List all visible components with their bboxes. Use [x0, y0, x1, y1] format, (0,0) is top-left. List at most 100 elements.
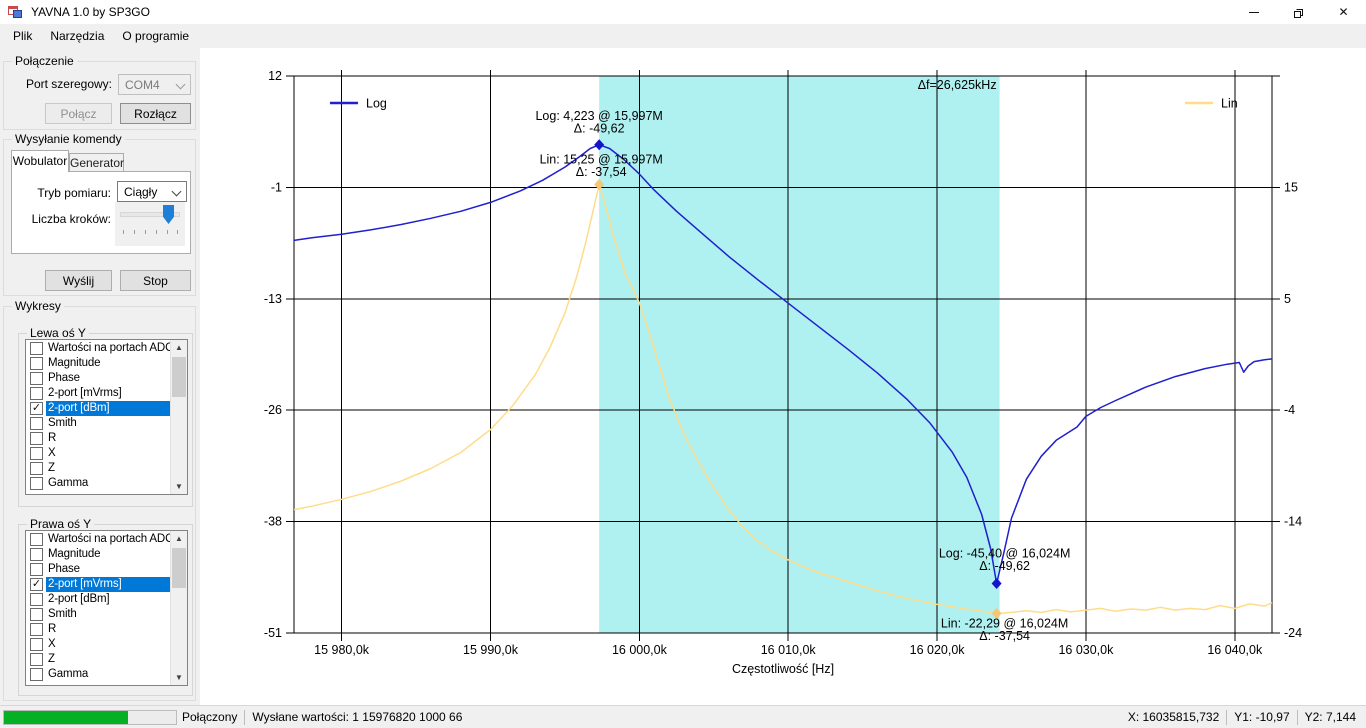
measure-mode-label: Tryb pomiaru: [37, 186, 111, 200]
list-item[interactable]: Phase [26, 562, 171, 577]
list-item[interactable]: 2-port [dBm] [26, 592, 171, 607]
checkbox[interactable] [30, 653, 43, 666]
checkbox[interactable] [30, 608, 43, 621]
list-item-label: Smith [48, 608, 77, 620]
scroll-down-icon[interactable]: ▼ [175, 673, 183, 682]
checkbox[interactable] [30, 638, 43, 651]
annotation: Lin: -22,29 @ 16,024M [941, 616, 1068, 630]
tab-wobulator[interactable]: Wobulator [11, 150, 69, 172]
measure-mode-select[interactable]: Ciągły [117, 181, 187, 202]
left-axis-tick-label: -26 [264, 403, 282, 417]
checkbox[interactable] [30, 387, 43, 400]
slider-track[interactable] [120, 212, 180, 217]
right-axis-listbox[interactable]: Wartości na portach ADC Magnitude Phase ✓ 2-… [25, 530, 188, 686]
list-item[interactable]: Gamma [26, 476, 171, 491]
checkbox[interactable] [30, 477, 43, 490]
x-tick-label: 16 040,0k [1207, 643, 1263, 657]
checkbox[interactable] [30, 593, 43, 606]
checkbox[interactable]: ✓ [30, 578, 43, 591]
scrollbar[interactable]: ▲ ▼ [170, 531, 187, 685]
right-axis-tick-label: -4 [1284, 403, 1295, 417]
list-item[interactable]: Wartości na portach ADC [26, 532, 171, 547]
checkbox[interactable] [30, 462, 43, 475]
steps-label: Liczba kroków: [31, 212, 111, 226]
status-bar: Połączony Wysłane wartości: 1 15976820 1… [0, 705, 1366, 728]
left-axis-listbox[interactable]: Wartości na portach ADC Magnitude Phase 2-p… [25, 339, 188, 495]
checkbox[interactable] [30, 623, 43, 636]
slider-thumb[interactable] [163, 205, 174, 224]
scroll-up-icon[interactable]: ▲ [175, 534, 183, 543]
chart-svg: 15 980,0k 15 990,0k 16 000,0k 16 010,0k 16 0… [264, 69, 1302, 676]
list-item[interactable]: Gamma [26, 667, 171, 682]
checkbox[interactable] [30, 563, 43, 576]
x-tick-label: 16 020,0k [910, 643, 966, 657]
list-item[interactable]: 2-port [mVrms] [26, 386, 171, 401]
stop-button[interactable]: Stop [120, 270, 191, 291]
close-button[interactable]: ✕ [1321, 0, 1366, 24]
list-item[interactable]: Phase [26, 371, 171, 386]
checkbox[interactable] [30, 432, 43, 445]
connect-button[interactable]: Połącz [45, 103, 112, 124]
list-item[interactable]: X [26, 446, 171, 461]
right-axis-group-label: Prawa oś Y [27, 517, 95, 531]
scrollbar-thumb[interactable] [172, 548, 186, 588]
minimize-icon [1248, 11, 1259, 13]
scrollbar[interactable]: ▲ ▼ [170, 340, 187, 494]
list-item-label: X [48, 638, 56, 650]
chart-panel: 15 980,0k 15 990,0k 16 000,0k 16 010,0k 16 0… [200, 48, 1366, 705]
list-item[interactable]: Z [26, 652, 171, 667]
command-group: Wysyłanie komendy Wobulator Generator Tr… [3, 132, 196, 296]
list-item[interactable]: Smith [26, 607, 171, 622]
list-item-label: 2-port [mVrms] [46, 577, 171, 592]
checkbox[interactable] [30, 342, 43, 355]
list-item[interactable]: Magnitude [26, 356, 171, 371]
checkbox[interactable] [30, 447, 43, 460]
list-item[interactable]: Magnitude [26, 547, 171, 562]
series-lin [293, 183, 1273, 615]
steps-slider[interactable] [115, 202, 185, 246]
connection-group: Połączenie Port szeregowy: COM4 Połącz R… [3, 54, 196, 130]
serial-port-value: COM4 [125, 78, 160, 92]
checkbox[interactable] [30, 357, 43, 370]
progress-fill [4, 711, 128, 724]
menu-narzedzia[interactable]: Narzędzia [50, 29, 105, 43]
disconnect-button[interactable]: Rozłącz [120, 103, 191, 124]
checkbox[interactable] [30, 548, 43, 561]
x-axis-title: Częstotliwość [Hz] [732, 662, 834, 676]
measure-mode-value: Ciągły [124, 185, 158, 199]
scroll-up-icon[interactable]: ▲ [175, 343, 183, 352]
legend-label-lin: Lin [1221, 97, 1238, 111]
serial-port-select[interactable]: COM4 [118, 74, 191, 95]
annotation: Δf=26,625kHz [918, 78, 997, 92]
restore-button[interactable] [1276, 0, 1321, 24]
annotation: Lin: 15,25 @ 15,997M [540, 153, 663, 167]
checkbox[interactable] [30, 372, 43, 385]
annotation: Log: -45,40 @ 16,024M [939, 546, 1071, 560]
left-axis-rows: Wartości na portach ADC Magnitude Phase 2-p… [26, 341, 171, 491]
list-item[interactable]: Z [26, 461, 171, 476]
list-item[interactable]: R [26, 622, 171, 637]
list-item[interactable]: Smith [26, 416, 171, 431]
scroll-down-icon[interactable]: ▼ [175, 482, 183, 491]
menu-plik[interactable]: Plik [13, 29, 33, 43]
list-item[interactable]: X [26, 637, 171, 652]
list-item[interactable]: ✓ 2-port [dBm] [26, 401, 171, 416]
list-item-label: Phase [48, 563, 80, 575]
scrollbar-thumb[interactable] [172, 357, 186, 397]
checkbox[interactable] [30, 417, 43, 430]
marker-log [594, 139, 605, 151]
list-item-label: 2-port [dBm] [48, 593, 110, 605]
checkbox[interactable] [30, 668, 43, 681]
minimize-button[interactable] [1231, 0, 1276, 24]
list-item[interactable]: ✓ 2-port [mVrms] [26, 577, 171, 592]
list-item[interactable]: Wartości na portach ADC [26, 341, 171, 356]
list-item-label: Gamma [48, 477, 89, 489]
tab-generator[interactable]: Generator [69, 153, 124, 172]
menu-o-programie[interactable]: O programie [122, 29, 190, 43]
left-axis-tick-label: -51 [264, 626, 282, 640]
checkbox[interactable] [30, 533, 43, 546]
checkbox[interactable]: ✓ [30, 402, 43, 415]
send-button[interactable]: Wyślij [45, 270, 112, 291]
list-item[interactable]: R [26, 431, 171, 446]
